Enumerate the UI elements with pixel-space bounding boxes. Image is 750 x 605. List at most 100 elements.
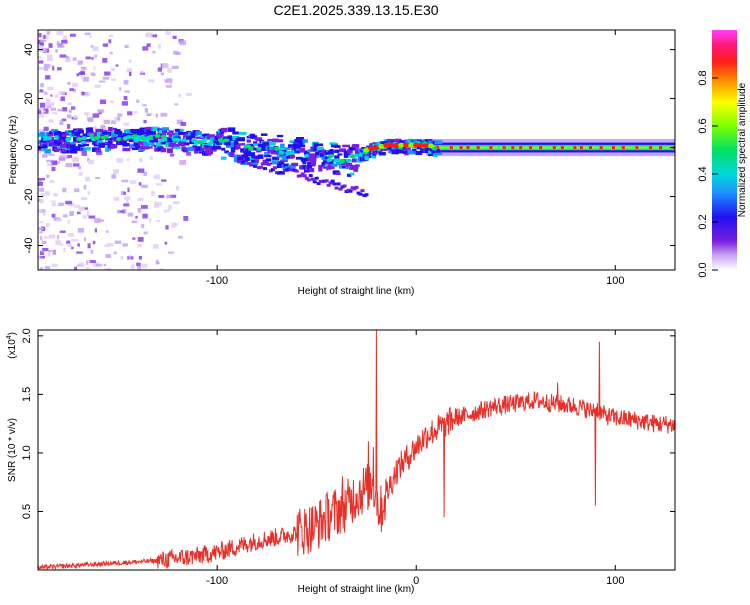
ridge-highlight — [46, 136, 53, 141]
band-peak — [459, 146, 463, 150]
noise-speck — [55, 219, 63, 222]
ridge-blob — [308, 167, 315, 173]
ridge-blob — [189, 148, 196, 151]
snr-scale-exponent: 4 — [6, 335, 13, 339]
ridge-blob — [168, 130, 174, 134]
noise-speck — [165, 31, 172, 35]
ridge-blob — [399, 148, 404, 154]
ridge-blob — [399, 140, 405, 144]
noise-speck — [82, 215, 87, 219]
noise-speck — [51, 202, 56, 207]
ridge-highlight — [326, 157, 333, 162]
noise-speck — [110, 100, 114, 104]
ridge-blob — [122, 147, 131, 152]
ridge-blob — [272, 160, 280, 165]
noise-speck — [68, 109, 72, 113]
ridge-branch — [302, 174, 307, 178]
noise-speck — [42, 227, 46, 231]
noise-speck — [50, 107, 56, 111]
ridge-blob — [351, 158, 359, 163]
band-peak — [599, 146, 603, 150]
ridge-blob — [60, 143, 68, 148]
ridge-blob — [252, 143, 260, 146]
noise-speck — [92, 46, 99, 52]
noise-speck — [43, 63, 50, 69]
ridge-branch — [254, 159, 259, 163]
noise-speck — [103, 119, 111, 124]
noise-speck — [167, 68, 172, 73]
ridge-blob — [195, 136, 204, 139]
ridge-blob — [310, 156, 319, 159]
ridge-branch — [334, 186, 339, 190]
noise-speck — [110, 67, 115, 72]
band-peak — [436, 146, 440, 150]
ridge-blob — [101, 130, 108, 133]
noise-speck — [123, 96, 128, 101]
ridge-blob — [235, 144, 241, 150]
ridge-blob — [85, 146, 91, 151]
noise-speck — [51, 213, 56, 218]
ridge-branch — [312, 180, 317, 184]
noise-speck — [94, 84, 101, 88]
ridge-blob — [131, 147, 138, 151]
noise-speck — [172, 35, 177, 39]
noise-speck — [153, 174, 160, 180]
noise-speck — [39, 102, 45, 108]
noise-speck — [38, 149, 41, 154]
ridge-blob — [388, 139, 394, 142]
ridge-blob — [93, 132, 98, 137]
band-peak — [579, 146, 583, 150]
ridge-blob — [302, 139, 308, 143]
noise-speck — [121, 101, 128, 106]
ridge-blob — [276, 153, 285, 158]
ridge-blob — [264, 151, 270, 156]
ridge-blob — [434, 152, 443, 155]
noise-speck — [185, 92, 192, 96]
noise-speck — [123, 79, 129, 85]
ridge-blob — [166, 148, 173, 154]
noise-speck — [42, 247, 49, 252]
noise-speck — [43, 35, 46, 39]
band-peak — [449, 146, 453, 150]
noise-speck — [92, 240, 96, 245]
ridge-branch — [326, 183, 331, 187]
noise-speck — [137, 198, 144, 202]
noise-speck — [88, 159, 94, 165]
snr-frame — [37, 329, 676, 571]
ridge-blob — [149, 130, 156, 135]
noise-speck — [72, 163, 80, 167]
hot-spot — [423, 143, 430, 149]
ridge-blob — [221, 156, 227, 160]
noise-speck — [44, 266, 51, 270]
ridge-blob — [327, 164, 335, 169]
ridge-blob — [104, 138, 113, 141]
ridge-blob — [334, 145, 341, 148]
colorbar-tick-label: 0.0 — [697, 262, 709, 277]
noise-speck — [138, 182, 142, 186]
ridge-blob — [41, 147, 46, 152]
ridge-blob — [39, 131, 45, 136]
ridge-blob — [346, 149, 353, 154]
noise-speck — [39, 89, 43, 92]
ridge-blob — [246, 139, 251, 143]
ridge-blob — [76, 146, 81, 151]
ridge-blob — [155, 142, 163, 148]
band-peak — [588, 146, 592, 150]
noise-speck — [161, 179, 167, 182]
ridge-branch — [348, 189, 353, 193]
ridge-highlight — [89, 133, 96, 138]
noise-speck — [120, 190, 124, 195]
noise-speck — [72, 82, 78, 88]
ridge-highlight — [200, 139, 207, 144]
noise-speck — [58, 156, 65, 161]
noise-speck — [104, 244, 109, 247]
noise-speck — [59, 243, 64, 246]
noise-speck — [129, 144, 137, 149]
ridge-branch — [308, 174, 313, 178]
noise-speck — [38, 66, 46, 70]
ridge-blob — [415, 150, 423, 156]
noise-speck — [56, 31, 64, 36]
noise-speck — [127, 187, 130, 193]
noise-speck — [179, 160, 187, 165]
noise-speck — [128, 71, 132, 77]
